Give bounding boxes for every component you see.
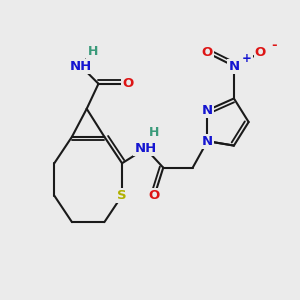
Text: S: S: [117, 189, 127, 202]
Text: O: O: [149, 189, 160, 202]
Text: O: O: [122, 77, 134, 90]
Text: N: N: [202, 104, 213, 117]
Text: O: O: [202, 46, 213, 59]
Text: NH: NH: [70, 60, 92, 73]
Text: O: O: [255, 46, 266, 59]
Text: N: N: [228, 60, 239, 73]
Text: -: -: [271, 39, 277, 52]
Text: H: H: [149, 126, 160, 139]
Text: H: H: [87, 45, 98, 58]
Text: N: N: [202, 135, 213, 148]
Text: NH: NH: [134, 142, 157, 155]
Text: +: +: [242, 52, 252, 65]
